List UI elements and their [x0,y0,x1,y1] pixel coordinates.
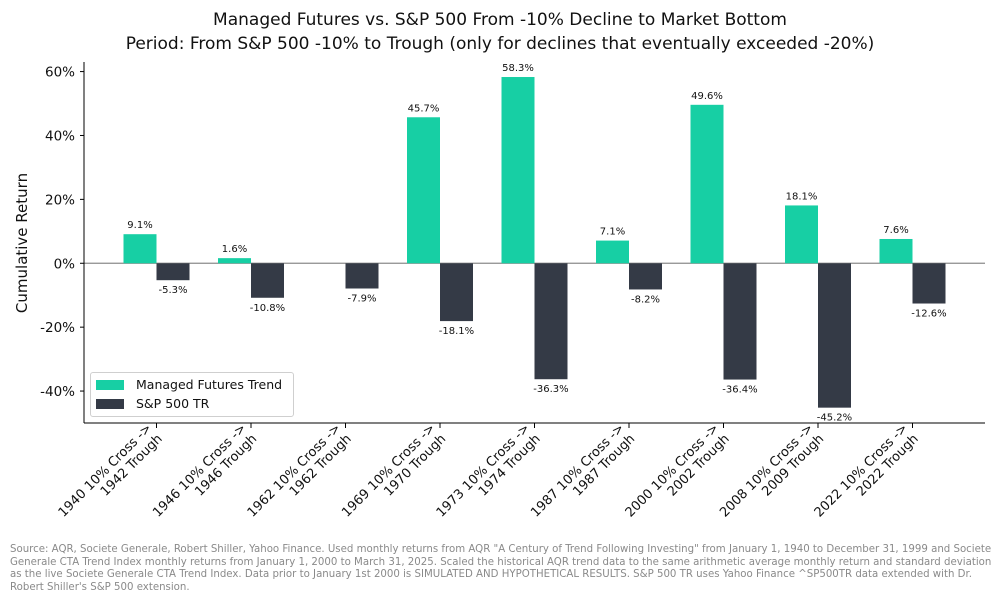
x-tick-label-line: 1973 10% Cross -> [434,421,533,520]
x-tick-label-line: 1987 10% Cross -> [528,421,627,520]
x-tick-label-line: 1946 10% Cross -> [150,421,249,520]
y-tick-label: -40% [40,384,75,400]
bar-managed-futures [690,104,724,264]
bar-managed-futures [407,117,440,264]
bar-managed-futures [123,234,157,264]
y-tick-label: 0% [54,256,76,272]
data-label: 7.6% [883,225,908,236]
legend-swatch-managed-futures [96,380,124,390]
data-label: 7.1% [600,227,625,238]
data-label: 58.3% [502,63,534,74]
x-tick-label: 2022 10% Cross ->2022 Trough [812,421,922,520]
bar-sp500 [251,263,284,298]
legend-label-sp500: S&P 500 TR [136,396,210,411]
x-tick-label-line: 1962 10% Cross -> [245,421,344,520]
source-footnote: Source: AQR, Societe Generale, Robert Sh… [10,544,992,593]
x-tick-label: 1969 10% Cross ->1970 Trough [339,421,449,520]
data-label: 1.6% [222,244,247,255]
bar-sp500 [534,263,568,380]
x-tick-label-line: 1969 10% Cross -> [339,421,438,520]
legend-swatch-sp500 [96,399,124,409]
data-label: 9.1% [127,220,152,231]
x-tick-label: 1946 10% Cross ->1946 Trough [150,421,260,520]
chart-subtitle: Period: From S&P 500 -10% to Trough (onl… [125,34,875,54]
y-tick-label: 20% [45,192,75,208]
x-tick-label: 1940 10% Cross ->1942 Trough [56,421,166,520]
x-tick-label-line: 2000 10% Cross -> [623,421,722,520]
bar-managed-futures [218,258,251,264]
legend: Managed Futures Trend S&P 500 TR [90,372,294,417]
data-label: -36.4% [722,385,757,396]
x-tick-label: 1973 10% Cross ->1974 Trough [434,421,544,520]
data-label: 49.6% [691,91,723,102]
data-label: 18.1% [786,191,818,202]
data-label: -10.8% [250,303,285,314]
data-label: -5.3% [158,285,187,296]
chart-title: Managed Futures vs. S&P 500 From -10% De… [213,10,787,30]
bar-sp500 [345,263,379,289]
y-tick-label: -20% [40,320,75,336]
bar-sp500 [818,263,851,408]
data-label: -8.2% [631,294,660,305]
x-tick-label: 2000 10% Cross ->2002 Trough [623,421,733,520]
x-tick-label-line: 2022 10% Cross -> [812,421,911,520]
bar-managed-futures [879,238,913,264]
x-tick-label: 1962 10% Cross ->1962 Trough [245,421,355,520]
data-label: -45.2% [817,413,852,424]
bar-sp500 [629,263,662,290]
x-tick-label: 2008 10% Cross ->2009 Trough [717,421,827,520]
legend-label-managed-futures: Managed Futures Trend [136,377,283,392]
bar-sp500 [723,263,757,380]
data-label: 45.7% [408,103,440,114]
data-label: -7.9% [347,294,376,305]
bar-managed-futures [501,77,535,264]
x-tick-label-line: 2008 10% Cross -> [717,421,816,520]
x-tick-label-line: 1940 10% Cross -> [56,421,155,520]
bar-sp500 [156,263,190,281]
bar-sp500 [912,263,946,304]
bar-managed-futures [785,205,818,264]
bar-sp500 [440,263,473,322]
x-tick-label: 1987 10% Cross ->1987 Trough [528,421,638,520]
data-label: -12.6% [911,309,946,320]
data-label: -36.3% [533,384,568,395]
bar-managed-futures [596,240,629,264]
y-tick-label: 40% [45,128,75,144]
y-axis-label: Cumulative Return [13,173,31,313]
y-tick-label: 60% [45,65,75,81]
data-label: -18.1% [439,326,474,337]
